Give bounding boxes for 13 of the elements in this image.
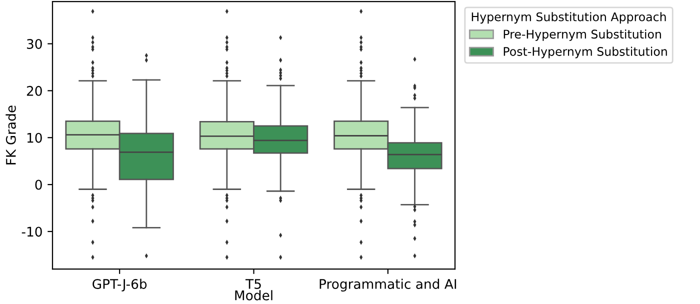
y-tick-label: 10 bbox=[27, 132, 42, 143]
legend-label: Post-Hypernym Substitution bbox=[504, 46, 667, 58]
x-tick-label: T5 bbox=[245, 279, 261, 289]
legend-title: Hypernym Substitution Approach bbox=[472, 12, 666, 24]
legend-label: Pre-Hypernym Substitution bbox=[504, 29, 661, 41]
y-tick-label: 20 bbox=[26, 86, 42, 96]
x-tick-label: GPT-J-6b bbox=[92, 278, 147, 292]
y-tick-label: 30 bbox=[26, 38, 42, 49]
x-axis-title: Model bbox=[235, 290, 272, 300]
x-tick-label: Programmatic and AI bbox=[320, 278, 456, 292]
y-axis-title: FK Grade bbox=[6, 106, 16, 164]
y-tick-label: -10 bbox=[22, 226, 42, 237]
y-tick-label: 0 bbox=[35, 180, 42, 190]
